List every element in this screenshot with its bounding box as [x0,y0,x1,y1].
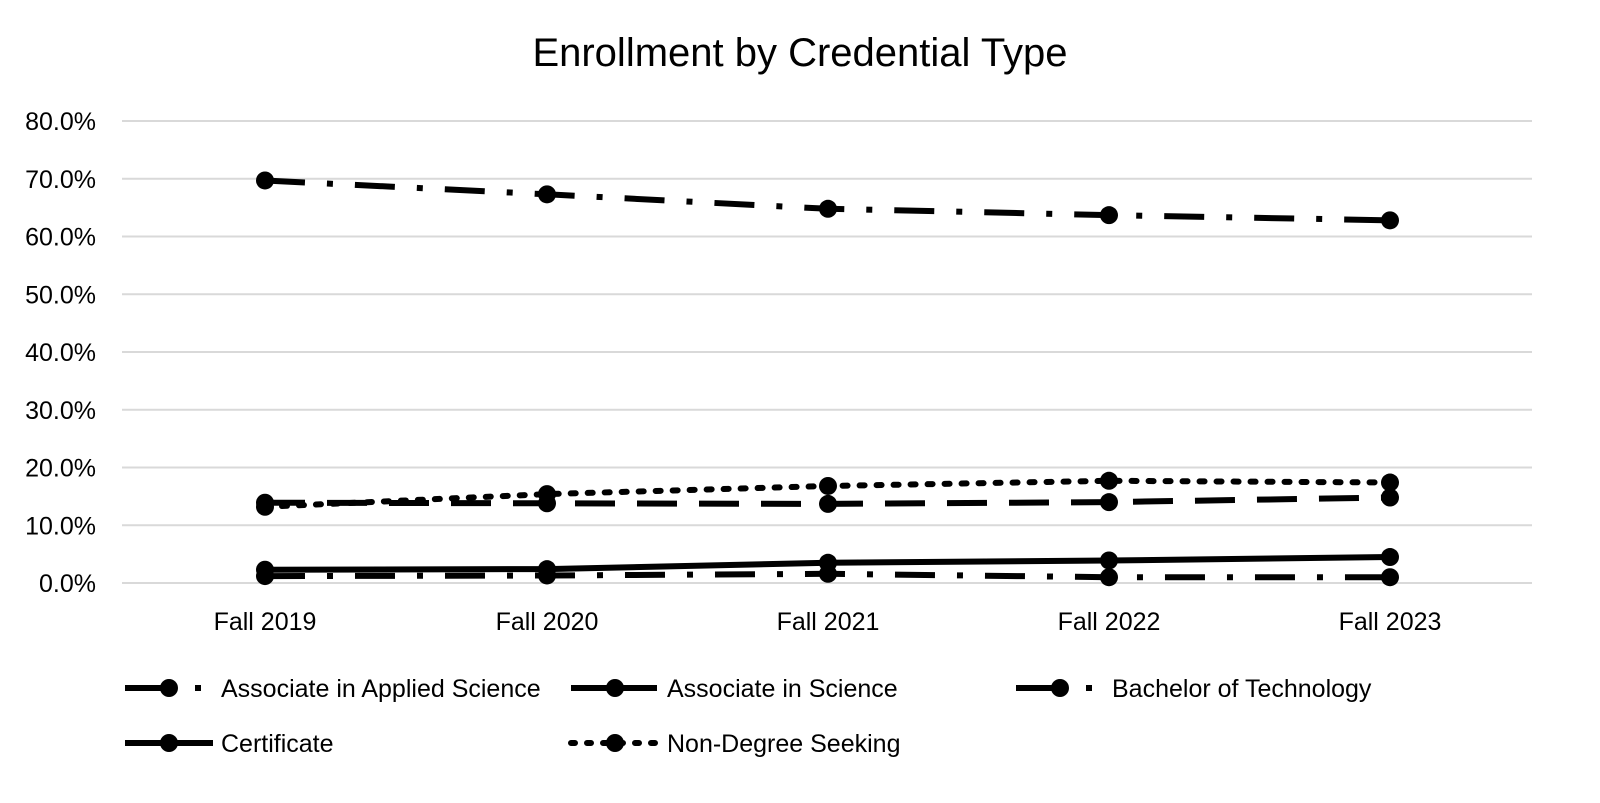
data-point [1100,568,1118,587]
data-point [1381,548,1399,567]
gridlines [122,120,1532,584]
legend-label: Associate in Science [667,675,898,703]
data-point [538,185,556,204]
x-tick-label: Fall 2022 [1058,608,1161,636]
y-tick-label: 40.0% [25,339,96,367]
legend-item: Bachelor of Technology [1016,675,1372,703]
data-point [1100,471,1118,490]
data-point [819,199,837,218]
data-point [819,494,837,513]
data-point [1100,206,1118,225]
x-tick-label: Fall 2021 [777,608,880,636]
series-lines [256,171,1399,587]
legend-marker [160,679,178,697]
legend-label: Non-Degree Seeking [667,730,900,758]
series-associate-in-applied-science [256,171,1399,230]
data-point [538,485,556,504]
series-non-degree-seeking [256,471,1399,516]
data-point [256,497,274,516]
legend-item: Associate in Applied Science [125,675,541,703]
y-tick-label: 50.0% [25,281,96,309]
series-certificate [256,548,1399,579]
data-point [1381,488,1399,507]
data-point [819,553,837,572]
chart-title: Enrollment by Credential Type [532,31,1067,75]
legend: Associate in Applied Science Associate in… [125,675,1372,758]
data-point [1100,493,1118,512]
y-tick-label: 0.0% [39,570,96,598]
legend-marker [1051,679,1069,697]
y-axis-ticks: 0.0% 10.0% 20.0% 30.0% 40.0% 50.0% 60.0% 70.0% 8… [25,108,96,598]
x-tick-label: Fall 2019 [214,608,317,636]
legend-marker [160,734,178,752]
data-point [256,171,274,190]
data-point [1100,551,1118,570]
legend-item: Associate in Science [571,675,898,703]
data-point [819,476,837,495]
y-tick-label: 30.0% [25,397,96,425]
legend-item: Non-Degree Seeking [568,730,900,758]
legend-label: Associate in Applied Science [221,675,541,703]
y-tick-label: 60.0% [25,224,96,252]
legend-label: Bachelor of Technology [1112,675,1372,703]
data-point [538,560,556,579]
legend-item: Certificate [125,730,334,758]
data-point [1381,473,1399,492]
x-axis-ticks: Fall 2019 Fall 2020 Fall 2021 Fall 2022 Fall… [214,608,1442,636]
legend-label: Certificate [221,730,334,758]
x-tick-label: Fall 2020 [496,608,599,636]
data-point [256,560,274,579]
legend-marker [606,679,624,697]
data-point [1381,568,1399,587]
legend-marker [606,734,624,752]
x-tick-label: Fall 2023 [1339,608,1442,636]
y-tick-label: 10.0% [25,512,96,540]
y-tick-label: 70.0% [25,166,96,194]
data-point [1381,211,1399,230]
y-tick-label: 20.0% [25,455,96,483]
y-tick-label: 80.0% [25,108,96,136]
